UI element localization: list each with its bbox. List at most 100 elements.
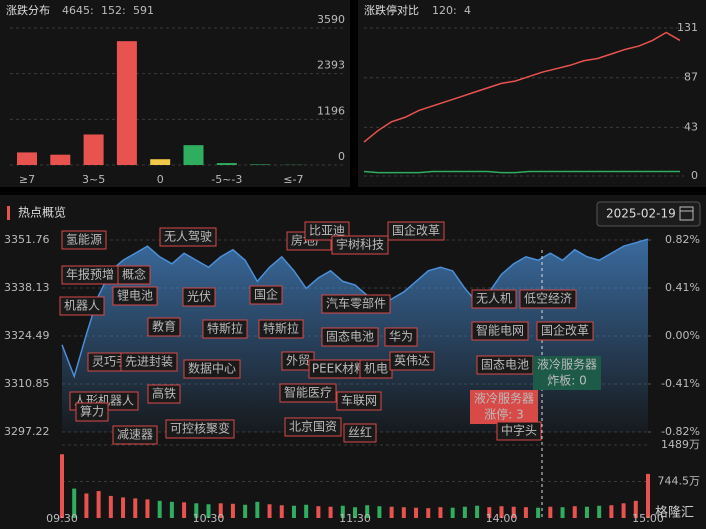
tag-box (117, 265, 151, 285)
y-tick-label: 3324.49 (4, 329, 50, 342)
volume-bar (96, 491, 101, 518)
tag-label: 数据中心 (188, 361, 236, 376)
bar (216, 163, 237, 165)
volume-bar (182, 502, 187, 518)
count: 4 (464, 4, 471, 17)
volume-bar (548, 506, 553, 518)
volume-bar (108, 495, 113, 518)
tag-label: 算力 (80, 404, 104, 419)
tag-box (519, 289, 577, 309)
tag-box (343, 423, 377, 443)
tag-box (321, 327, 379, 347)
volume-bar (523, 507, 528, 518)
y2-tick-label: -0.41% (661, 377, 700, 390)
tag-box (536, 321, 594, 341)
volume-bar (121, 497, 126, 518)
tag-label: 教育 (152, 319, 176, 334)
volume-bar (462, 506, 467, 518)
volume-bar (291, 505, 296, 518)
x-tick-label: 0 (157, 173, 164, 186)
tag-label: 北京国资 (289, 420, 337, 434)
tag-label: 液冷服务器 (474, 391, 534, 406)
volume-bar (255, 501, 260, 518)
volume-bar (584, 506, 589, 518)
tag-box (279, 383, 337, 403)
volume-bar (450, 507, 455, 518)
bar (17, 152, 37, 165)
volume-bar (475, 505, 480, 518)
volume-bar (621, 503, 626, 518)
volume-bar (133, 498, 138, 518)
tag-box (120, 352, 178, 372)
volume-bar (72, 488, 77, 518)
tag-box (59, 296, 105, 316)
calendar-icon (679, 206, 694, 221)
tag-box (387, 221, 445, 241)
tag-label: 灵巧手 (92, 355, 128, 369)
bar (150, 159, 171, 165)
x-tick-label: -5~-3 (211, 173, 242, 186)
tag-label: 氢能源 (66, 232, 102, 247)
tag-box (258, 319, 304, 339)
volume-bar (169, 501, 174, 518)
tag-box (496, 421, 542, 441)
logo: 格隆汇 (655, 505, 694, 521)
tag-label: 车联网 (341, 393, 377, 408)
volume-bar (560, 507, 565, 518)
tag-label: 特斯拉 (263, 321, 299, 336)
tag-label: 智能电网 (476, 323, 524, 338)
x-tick-label: ≤-7 (283, 173, 303, 186)
tag-box (321, 294, 391, 314)
volume-bar (646, 473, 650, 518)
date-picker[interactable] (596, 201, 701, 227)
bar (183, 145, 204, 165)
tag-box (389, 351, 435, 371)
tag-label: 宇树科技 (336, 237, 384, 252)
volume-bar (60, 454, 64, 518)
volume-bar (243, 504, 248, 518)
y-tick-label: 3297.22 (4, 425, 50, 438)
tag-box (112, 425, 158, 445)
tag-label: 英伟达 (394, 354, 430, 368)
y-tick-label: 3310.85 (4, 377, 50, 390)
tag-label: 外贸 (286, 354, 310, 368)
tag-box (336, 391, 382, 411)
tag-label: 炸板: 0 (547, 374, 587, 388)
volume-bar (316, 506, 321, 518)
tag-label: 涨停: 3 (484, 407, 524, 422)
volume-bar (194, 503, 199, 518)
volume-bar (572, 506, 577, 518)
tag-label: 智能医疗 (284, 385, 332, 400)
bar (50, 154, 71, 165)
volume-tick-label: 744.5万 (658, 475, 701, 488)
volume-bar (511, 506, 516, 518)
volume-bar (377, 506, 382, 518)
x-tick-label: 11:30 (339, 512, 371, 525)
tag-label: 年报预增 (66, 267, 114, 282)
volume-bar (340, 505, 345, 518)
volume-bar (353, 507, 357, 518)
volume-bar (206, 504, 211, 518)
tag-label: 概念 (122, 267, 146, 282)
volume-bar (499, 506, 504, 518)
tag-box (112, 286, 158, 306)
volume-bar (145, 499, 150, 518)
hotspot-title: 热点概览 (18, 205, 66, 220)
limit-title: 涨跌停对比 (364, 3, 419, 17)
tag-label: 华为 (389, 330, 413, 344)
volume-bar (609, 505, 614, 518)
tag-label: 低空经济 (524, 291, 572, 306)
volume-bar (218, 503, 223, 518)
tag-label: 锂电池 (117, 288, 153, 303)
title-marker (7, 206, 10, 220)
tag-box (331, 235, 389, 255)
volume-bar (597, 505, 602, 518)
tag-label: 固态电池 (481, 358, 529, 372)
y-tick-label: 3590 (317, 13, 345, 26)
tag-label: 液冷服务器 (537, 357, 597, 372)
tag-box (384, 327, 418, 347)
tag-label: 高铁 (152, 386, 176, 401)
x-tick-label: 15:00 (632, 512, 664, 525)
tag-label: 特斯拉 (207, 321, 243, 336)
